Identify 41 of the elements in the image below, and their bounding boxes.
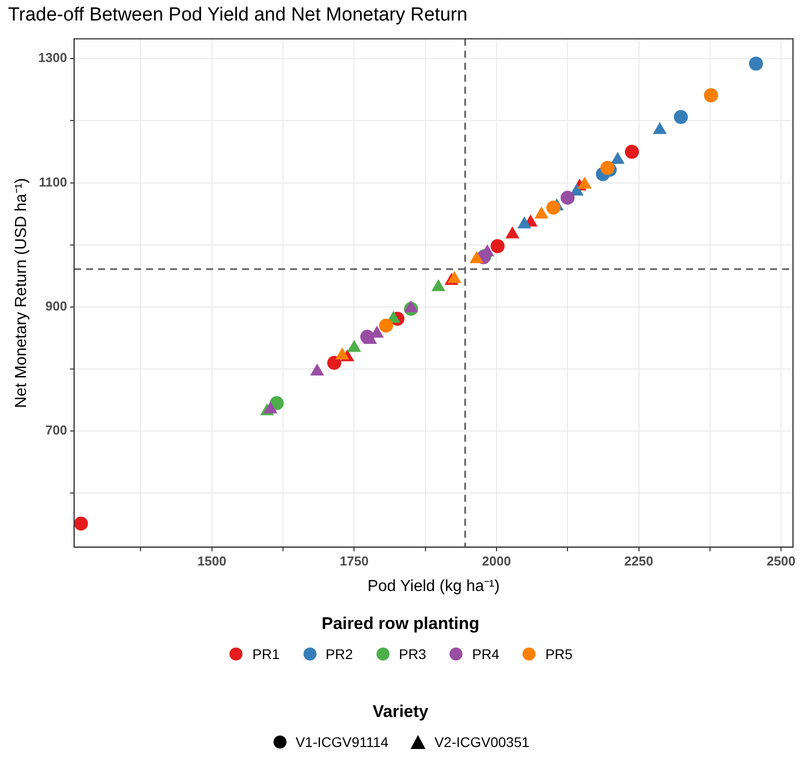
point [749, 56, 764, 71]
legend-label: PR2 [326, 646, 353, 662]
point [652, 122, 667, 134]
legend-label: V1-ICGV91114 [296, 734, 388, 750]
point [310, 364, 324, 376]
legend-label: PR3 [398, 646, 426, 662]
x-tick-label: 1750 [340, 554, 369, 569]
point [505, 226, 520, 238]
point [578, 176, 592, 189]
point [624, 144, 639, 159]
y-tick-label: 1300 [38, 50, 68, 66]
point [674, 110, 688, 124]
point [264, 401, 278, 414]
point [517, 216, 532, 228]
text: Variety [372, 702, 428, 721]
point [404, 300, 418, 312]
point [610, 152, 625, 164]
point [335, 347, 350, 360]
point [347, 340, 362, 352]
legend-label: PR5 [545, 646, 573, 662]
x-tick-label: 1500 [197, 554, 226, 569]
text: Paired row planting [322, 614, 480, 633]
y-tick-label: 700 [45, 422, 68, 438]
point [470, 251, 484, 264]
point [560, 190, 575, 205]
point [600, 160, 614, 175]
x-tick-label: 2500 [766, 554, 796, 569]
x-axis-title: Pod Yield (kg ha⁻¹) [367, 578, 500, 595]
x-tick-label: 2250 [624, 554, 654, 569]
x-tick-label: 2000 [482, 554, 511, 569]
point [546, 200, 560, 215]
legend-label: PR1 [252, 646, 280, 662]
legend-label: V2-ICGV00351 [434, 734, 530, 750]
y-tick-label: 1100 [38, 174, 68, 190]
point [447, 271, 462, 284]
y-axis-title: Net Monetary Return (USD ha⁻¹) [13, 178, 30, 408]
chart-title: Trade-off Between Pod Yield and Net Monetary Return [8, 4, 468, 26]
legend-label: PR4 [472, 646, 500, 662]
point [431, 279, 446, 292]
point [534, 206, 548, 218]
y-tick-label: 900 [45, 298, 68, 314]
